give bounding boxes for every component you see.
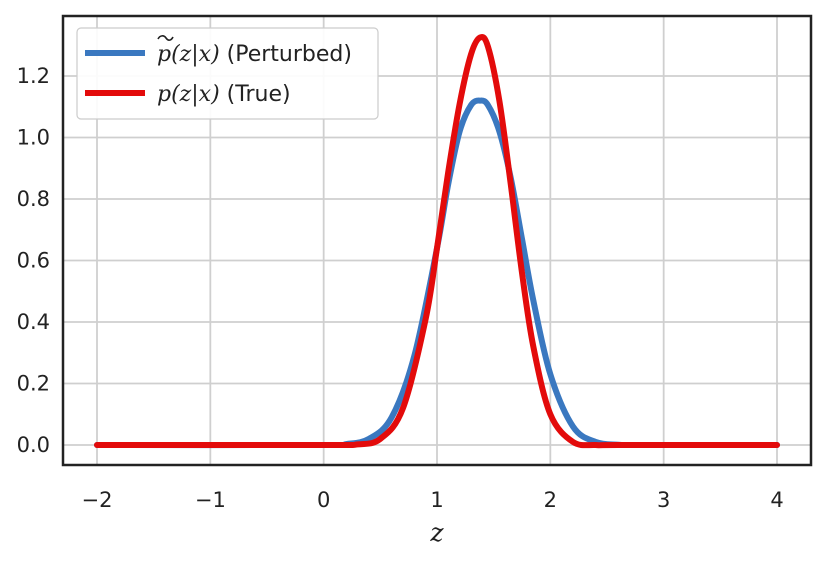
legend-suffix-perturbed: (Perturbed) <box>220 42 352 67</box>
legend-symbol-perturbed: p <box>157 42 171 67</box>
plot-frame <box>61 14 813 467</box>
series-layer <box>94 33 780 449</box>
legend-entry-perturbed: p(z|x) (Perturbed) <box>85 35 352 67</box>
legend: p(z|x) (Perturbed) p(z|x) (True) <box>76 27 379 120</box>
grid-lines <box>63 16 811 465</box>
legend-label-true: p(z|x) (True) <box>157 82 291 107</box>
x-tick-label: 1 <box>430 488 443 512</box>
series-line-true <box>94 33 780 449</box>
x-tick-label: 3 <box>657 488 670 512</box>
y-tick-label: 0.2 <box>17 372 50 396</box>
legend-args-perturbed: (z|x) <box>171 42 220 67</box>
legend-entry-true: p(z|x) (True) <box>85 82 291 107</box>
y-tick-label: 0.8 <box>17 187 50 211</box>
x-tick-label: −1 <box>195 488 226 512</box>
legend-label-perturbed: p(z|x) (Perturbed) <box>157 42 352 67</box>
x-tick-label: −2 <box>82 488 113 512</box>
x-tick-label: 4 <box>770 488 783 512</box>
y-tick-label: 0.0 <box>17 433 50 457</box>
tilde-accent <box>157 35 174 41</box>
x-tick-label: 2 <box>544 488 557 512</box>
series-line-perturbed <box>94 97 780 449</box>
legend-box <box>76 27 379 120</box>
y-tick-label: 0.6 <box>17 248 50 272</box>
y-tick-label: 1.0 <box>17 125 50 149</box>
legend-suffix-true: (True) <box>220 82 291 107</box>
y-tick-label: 0.4 <box>17 310 50 334</box>
legend-args-true: (z|x) <box>171 82 220 107</box>
x-tick-label: 0 <box>317 488 330 512</box>
tick-labels: −2 −1 0 1 2 3 4 0.0 0.2 0.4 0.6 0.8 1.0 1.2 <box>17 64 784 512</box>
y-tick-label: 1.2 <box>17 64 50 88</box>
legend-symbol-true: p <box>157 82 171 107</box>
x-axis-label: z <box>429 518 444 547</box>
